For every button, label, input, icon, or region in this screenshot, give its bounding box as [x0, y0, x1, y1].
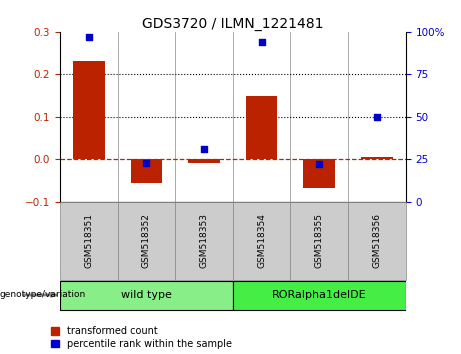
FancyBboxPatch shape [348, 202, 406, 280]
Title: GDS3720 / ILMN_1221481: GDS3720 / ILMN_1221481 [142, 17, 324, 31]
Text: GSM518351: GSM518351 [84, 213, 93, 268]
FancyBboxPatch shape [60, 281, 233, 310]
Text: GSM518352: GSM518352 [142, 213, 151, 268]
Text: RORalpha1delDE: RORalpha1delDE [272, 290, 366, 300]
Bar [246, 96, 278, 159]
FancyBboxPatch shape [290, 202, 348, 280]
Text: GSM518353: GSM518353 [200, 213, 208, 268]
Bar [130, 159, 162, 183]
Text: GSM518355: GSM518355 [315, 213, 324, 268]
Point [142, 160, 150, 166]
FancyBboxPatch shape [233, 281, 406, 310]
Point [200, 146, 207, 152]
FancyBboxPatch shape [118, 202, 175, 280]
Legend: transformed count, percentile rank within the sample: transformed count, percentile rank withi… [51, 326, 231, 349]
Bar [361, 157, 393, 159]
Bar [73, 61, 105, 159]
FancyBboxPatch shape [233, 202, 290, 280]
FancyBboxPatch shape [60, 202, 118, 280]
Bar [303, 159, 335, 188]
Text: GSM518354: GSM518354 [257, 213, 266, 268]
Text: genotype/variation: genotype/variation [0, 290, 86, 299]
Text: wild type: wild type [121, 290, 172, 300]
FancyBboxPatch shape [175, 202, 233, 280]
Point [373, 114, 381, 120]
Point [258, 39, 266, 45]
Bar [188, 159, 220, 163]
Point [315, 161, 323, 167]
Point [85, 34, 92, 40]
Text: GSM518356: GSM518356 [372, 213, 381, 268]
